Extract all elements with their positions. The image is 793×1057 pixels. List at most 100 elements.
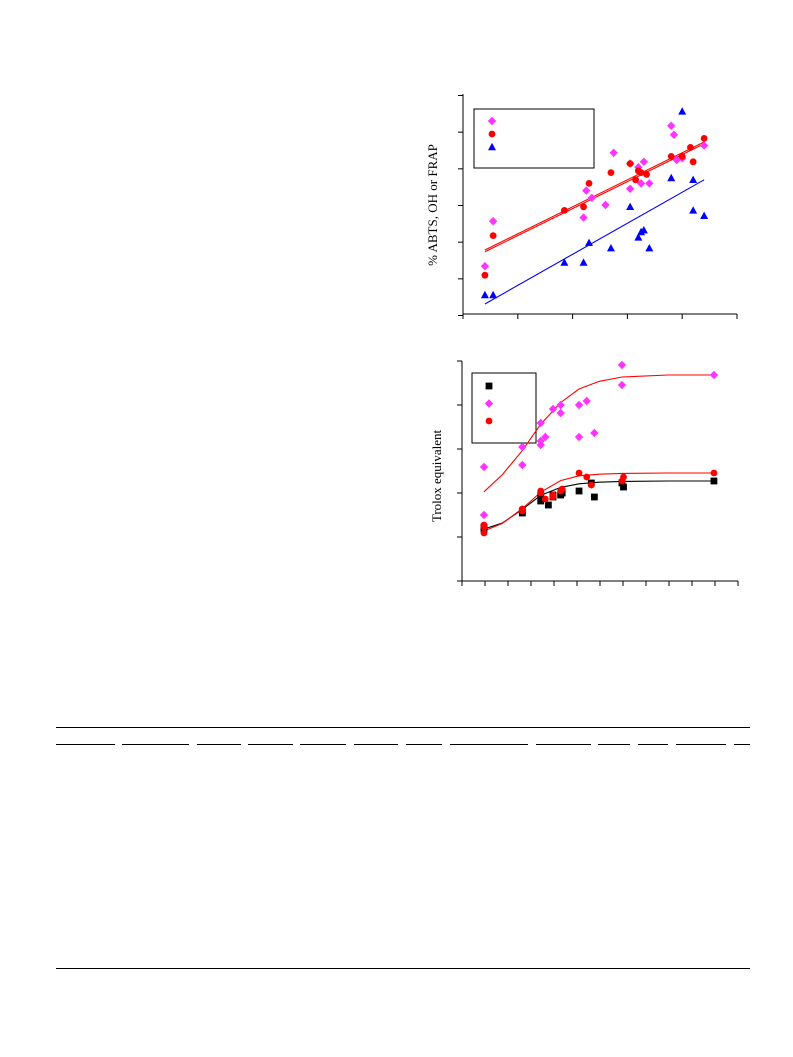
table-column-rule xyxy=(248,744,293,745)
chart2-legend-box xyxy=(471,372,537,444)
chart1-series-2-point xyxy=(489,232,497,240)
table-column-rule xyxy=(300,744,346,745)
chart1-series-3-point xyxy=(626,202,635,210)
chart2-series-1-point xyxy=(544,501,552,509)
chart2-series-2-fit-line xyxy=(483,374,714,493)
chart1-series-2-point xyxy=(678,153,686,160)
chart1-series-2-point xyxy=(637,169,645,177)
chart1-series-1-point xyxy=(609,148,618,157)
chart2-series-3-point xyxy=(558,485,566,493)
chart1-series-3-point xyxy=(689,206,698,214)
chart2-series-3-point xyxy=(537,487,545,495)
chart2-series-2-point xyxy=(582,396,591,406)
chart2-series-2-point xyxy=(536,418,545,428)
chart2-series-1-point xyxy=(575,487,583,495)
chart2-series-3-point xyxy=(480,529,488,537)
chart2-series-2-point xyxy=(479,462,489,472)
chart1-series-2-point xyxy=(632,176,640,184)
chart-trolox-equivalent: Trolox equivalent xyxy=(429,360,739,586)
chart1-series-2-point xyxy=(607,169,615,177)
chart1-series-3-point xyxy=(579,258,588,266)
chart1-series-2-point xyxy=(689,158,697,166)
chart1-series-2-point xyxy=(687,144,694,151)
chart1-series-3-point xyxy=(634,233,643,241)
chart2-series-2-point xyxy=(617,360,627,370)
chart2-series-3-point xyxy=(541,495,549,503)
chart1-series-1-point xyxy=(601,200,610,210)
chart1-legend-marker-2 xyxy=(488,130,496,138)
chart2-series-3-fit-line xyxy=(483,472,714,532)
chart1-series-1-point xyxy=(582,186,591,195)
chart1-series-3-point xyxy=(560,258,569,266)
table-column-rule xyxy=(354,744,398,745)
chart-antioxidant-percent: % ABTS, OH or FRAP xyxy=(425,94,738,319)
chart2-series-3-point xyxy=(575,469,583,477)
chart1-series-3-fit-line xyxy=(484,179,705,305)
table-column-rule xyxy=(406,744,442,745)
chart1-series-1-fit-line xyxy=(484,141,705,251)
chart1-series-1-point xyxy=(625,184,635,193)
table-column-rule xyxy=(197,744,241,745)
table-column-rule xyxy=(676,744,726,745)
chart1-series-2-point xyxy=(481,271,489,279)
chart2-series-2-point xyxy=(548,404,558,414)
table-column-rule xyxy=(598,744,630,745)
chart1-series-3-point xyxy=(689,175,698,183)
chart2-series-2-point xyxy=(556,408,565,418)
chart1-series-1-point xyxy=(488,217,498,226)
chart1-series-2-point xyxy=(560,207,568,214)
chart2-series-3-point xyxy=(710,469,718,477)
chart2-series-2-point xyxy=(574,432,584,442)
chart2-legend-marker-3 xyxy=(485,417,493,425)
table-column-rule xyxy=(536,744,591,745)
chart2-series-2-point xyxy=(617,380,627,390)
chart1-series-3-point xyxy=(606,244,615,252)
chart1-y-axis-label: % ABTS, OH or FRAP xyxy=(425,144,440,266)
chart1-series-2-point xyxy=(585,180,593,187)
table-column-rule xyxy=(734,744,750,745)
chart2-series-2-point xyxy=(574,400,584,410)
chart2-series-2-point xyxy=(536,436,545,446)
chart1-series-1-point xyxy=(480,262,490,271)
chart2-series-3-point xyxy=(620,473,627,481)
chart1-legend-marker-1 xyxy=(487,116,497,126)
chart1-series-3-point xyxy=(480,290,489,299)
chart1-series-3-point xyxy=(667,173,676,182)
chart1-series-3-point xyxy=(639,226,648,234)
chart1-series-2-point xyxy=(667,153,675,160)
chart1-series-3-point xyxy=(489,290,498,299)
chart2-series-3-point xyxy=(583,473,591,481)
chart2-series-3-point xyxy=(587,481,595,489)
chart2-series-1-point xyxy=(537,497,545,505)
chart2-series-2-point xyxy=(556,400,565,410)
chart2-series-3-point xyxy=(518,505,526,513)
chart1-series-3-point xyxy=(700,211,709,219)
table-column-rule xyxy=(56,744,115,745)
chart1-series-2-point xyxy=(626,160,634,168)
chart1-series-1-point xyxy=(672,155,681,165)
chart2-series-2-point xyxy=(590,428,599,438)
chart1-series-1-point xyxy=(579,213,588,222)
chart1-series-2-point xyxy=(700,135,708,142)
chart2-series-2-point xyxy=(518,460,527,470)
chart1-series-1-point xyxy=(669,130,679,139)
chart2-y-axis-label: Trolox equivalent xyxy=(429,429,444,522)
chart2-series-2-point xyxy=(709,370,719,380)
chart2-series-1-point xyxy=(620,483,627,491)
chart1-series-2-point xyxy=(643,171,650,178)
chart1-series-3-point xyxy=(585,238,594,246)
table-bottom-rule xyxy=(56,968,750,969)
chart2-series-2-point xyxy=(518,442,527,452)
chart2-series-2-point xyxy=(479,510,489,520)
chart2-series-2-point xyxy=(541,432,550,442)
chart1-legend-marker-3 xyxy=(488,142,496,151)
chart1-series-1-point xyxy=(699,141,709,150)
chart1-series-1-point xyxy=(636,179,646,188)
chart1-series-2-point xyxy=(580,203,587,211)
chart2-legend-marker-1 xyxy=(485,382,493,390)
chart2-series-1-point xyxy=(710,477,718,485)
chart2-series-3-point xyxy=(480,521,488,529)
chart1-series-1-point xyxy=(639,157,649,166)
chart2-series-3-point xyxy=(549,491,557,499)
chart1-series-3-point xyxy=(678,107,687,115)
